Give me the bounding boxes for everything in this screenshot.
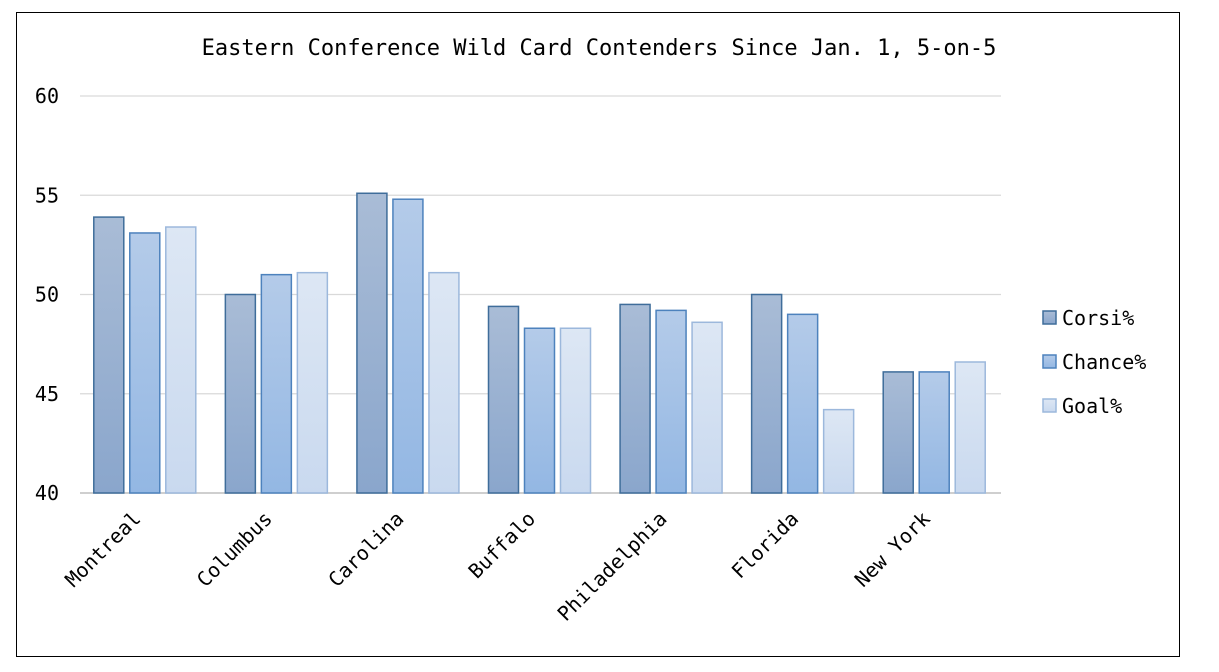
bar-new-york-chance-pct [918, 371, 950, 494]
bar-buffalo-goal-pct [559, 327, 592, 494]
bar-montreal-chance-pct [129, 232, 161, 494]
x-tick-label-new-york: New York [850, 507, 935, 592]
legend-swatch-chance-pct [1042, 354, 1057, 369]
y-tick-label: 60 [35, 84, 59, 108]
bar-columbus-chance-pct [260, 273, 293, 494]
bar-florida-chance-pct [786, 313, 819, 494]
bar-montreal-goal-pct [165, 226, 197, 494]
y-tick-label: 45 [35, 382, 59, 406]
bar-montreal-corsi-pct [93, 216, 125, 494]
x-tick-label-buffalo: Buffalo [463, 507, 540, 584]
chart-frame [16, 12, 1180, 657]
x-tick-label-carolina: Carolina [323, 507, 408, 592]
bar-columbus-corsi-pct [224, 293, 257, 494]
legend-swatch-corsi-pct [1042, 310, 1057, 325]
legend-label-corsi-pct: Corsi% [1062, 306, 1134, 330]
bar-buffalo-chance-pct [523, 327, 556, 494]
bar-philadelphia-corsi-pct [619, 303, 651, 494]
bar-carolina-goal-pct [428, 271, 460, 494]
bar-buffalo-corsi-pct [487, 305, 520, 494]
x-tick-label-philadelphia: Philadelphia [552, 507, 671, 626]
bar-columbus-goal-pct [296, 271, 329, 494]
legend-swatch-goal-pct [1042, 398, 1057, 413]
bar-new-york-corsi-pct [882, 371, 914, 494]
bar-philadelphia-goal-pct [691, 321, 723, 494]
bar-new-york-goal-pct [954, 361, 986, 494]
y-axis: 40 45 50 55 60 [35, 84, 59, 505]
x-tick-label-florida: Florida [727, 507, 804, 584]
bar-carolina-corsi-pct [356, 192, 388, 494]
bar-florida-corsi-pct [750, 293, 783, 494]
x-tick-label-columbus: Columbus [192, 507, 277, 592]
chart-title: Eastern Conference Wild Card Contenders … [202, 36, 997, 61]
x-axis: Montreal Columbus Carolina Buffalo Philadelp… [60, 507, 935, 626]
bar-carolina-chance-pct [392, 198, 424, 494]
bar-philadelphia-chance-pct [655, 309, 687, 494]
bar-florida-goal-pct [822, 408, 855, 494]
x-tick-label-montreal: Montreal [60, 507, 145, 592]
legend: Corsi% Chance% Goal% [1042, 306, 1146, 418]
legend-label-chance-pct: Chance% [1062, 350, 1146, 374]
bars [93, 192, 986, 494]
legend-label-goal-pct: Goal% [1062, 394, 1122, 418]
y-tick-label: 40 [35, 481, 59, 505]
y-tick-label: 55 [35, 183, 59, 207]
y-tick-label: 50 [35, 283, 59, 307]
